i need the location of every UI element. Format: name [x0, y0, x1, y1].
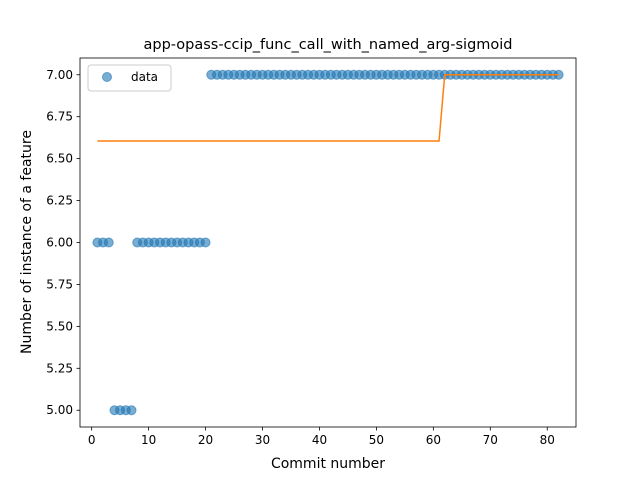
x-tick-label: 0 — [88, 433, 96, 447]
plot-area: 0 10 20 30 40 50 60 70 80 5.00 5.25 5.50 5.75 6.00 6.2… — [46, 57, 577, 447]
data-point — [103, 237, 114, 248]
x-tick-label: 10 — [141, 433, 156, 447]
data-point — [200, 237, 211, 248]
y-tick-label: 6.75 — [46, 110, 73, 124]
y-tick-label: 5.25 — [46, 361, 73, 375]
x-tick-label: 70 — [483, 433, 498, 447]
x-tick-label: 40 — [312, 433, 327, 447]
y-tick-label: 5.50 — [46, 319, 73, 333]
x-tick-label: 80 — [540, 433, 555, 447]
x-tick-label: 30 — [255, 433, 270, 447]
y-tick-label: 7.00 — [46, 68, 73, 82]
y-tick-label: 5.00 — [46, 403, 73, 417]
legend-box — [87, 64, 172, 92]
fit-line — [97, 74, 559, 142]
legend: data — [87, 64, 172, 92]
y-axis-label: Number of instance of a feature — [19, 130, 35, 354]
y-tick-label: 6.50 — [46, 152, 73, 166]
data-point — [126, 405, 137, 416]
x-tick-label: 20 — [198, 433, 213, 447]
legend-label-data: data — [131, 70, 158, 84]
x-tick-label: 60 — [426, 433, 441, 447]
legend-data-marker — [102, 72, 112, 82]
y-tick-label: 5.75 — [46, 277, 73, 291]
x-tick-label: 50 — [369, 433, 384, 447]
chart-title: app-opass-ccip_func_call_with_named_arg-… — [143, 37, 512, 53]
y-tick-label: 6.25 — [46, 194, 73, 208]
y-tick-label: 6.00 — [46, 236, 73, 250]
x-axis-label: Commit number — [271, 456, 385, 472]
